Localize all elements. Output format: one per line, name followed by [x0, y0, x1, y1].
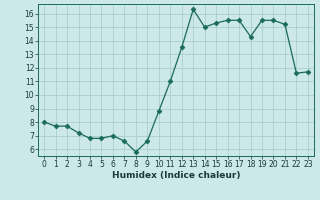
X-axis label: Humidex (Indice chaleur): Humidex (Indice chaleur)	[112, 171, 240, 180]
